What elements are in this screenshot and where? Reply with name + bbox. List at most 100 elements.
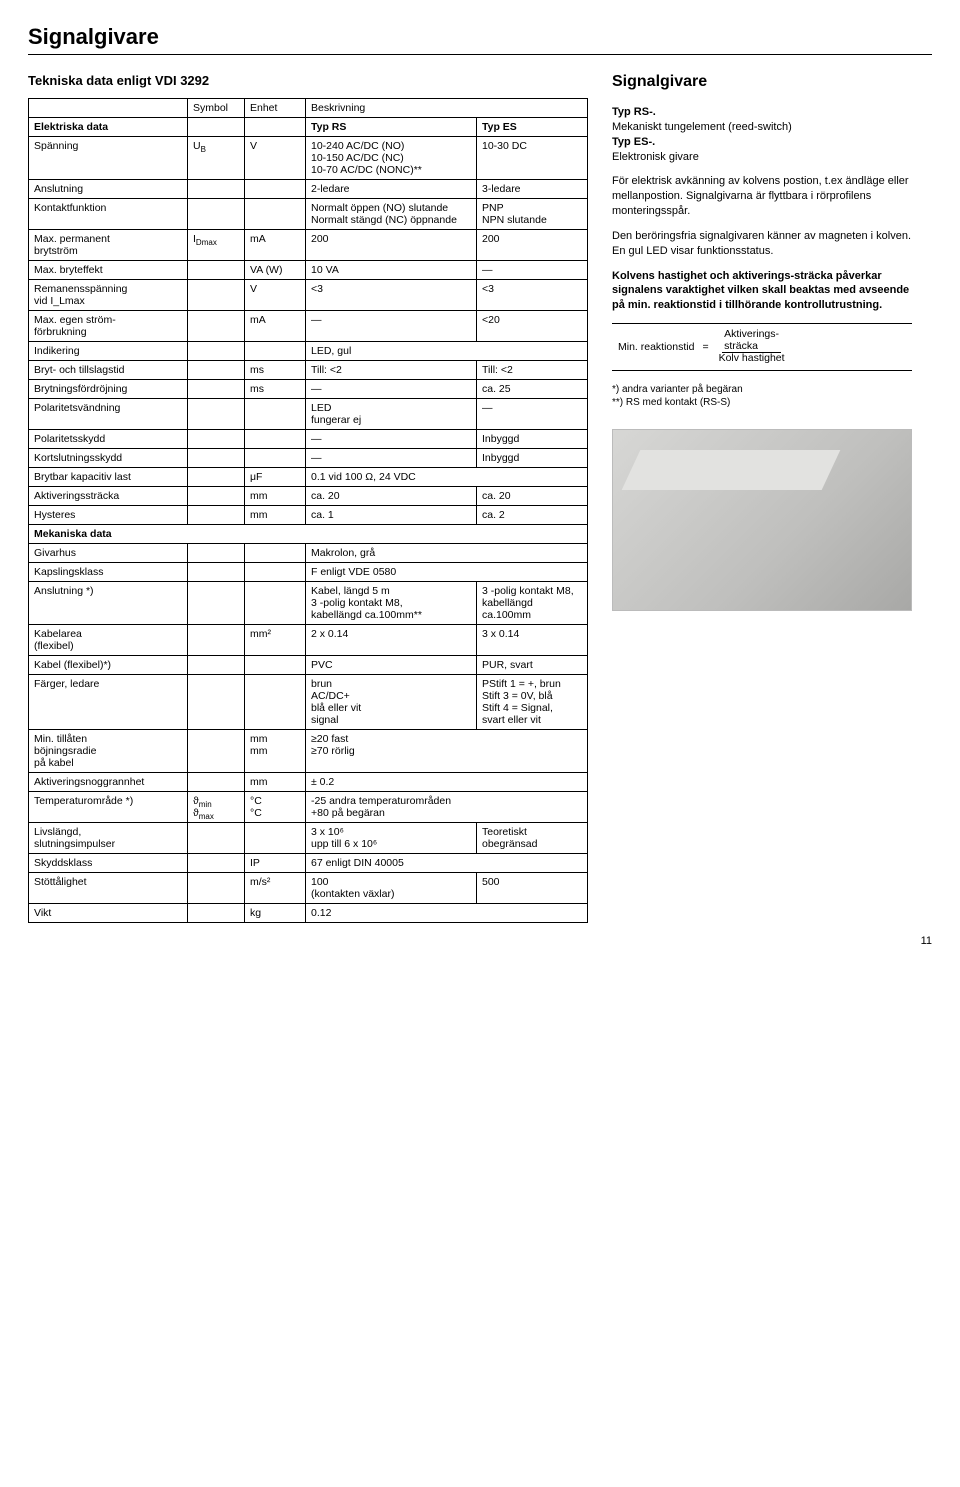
table-row: Färger, ledare brunAC/DC+blå eller vitsig… xyxy=(29,675,588,730)
table-row: Hysteresmmca. 1ca. 2 xyxy=(29,506,588,525)
typ-es-label: Typ ES-. xyxy=(612,136,655,148)
col-typ-rs: Typ RS xyxy=(306,118,477,137)
cell-value-b: Inbyggd xyxy=(477,430,588,449)
cell-unit: ms xyxy=(245,361,306,380)
head-symbol: Symbol xyxy=(188,99,245,118)
cell-unit: VA (W) xyxy=(245,261,306,280)
cell-label: Färger, ledare xyxy=(29,675,188,730)
cell-label: Skyddsklass xyxy=(29,854,188,873)
cell-value: 0.12 xyxy=(306,904,588,923)
cell-label: Polaritetsvändning xyxy=(29,399,188,430)
formula-equals: = xyxy=(702,341,708,353)
spec-table: Symbol Enhet Beskrivning Elektriska data… xyxy=(28,98,588,923)
cell-value-a: 3 x 10⁶upp till 6 x 10⁶ xyxy=(306,823,477,854)
cell-symbol xyxy=(188,563,245,582)
cell-unit: ms xyxy=(245,380,306,399)
cell-symbol xyxy=(188,380,245,399)
cell-symbol xyxy=(188,361,245,380)
table-row: Min. tillåtenböjningsradiepå kabelmmmm≥2… xyxy=(29,730,588,773)
cell-unit: kg xyxy=(245,904,306,923)
cell-value-a: brunAC/DC+blå eller vitsignal xyxy=(306,675,477,730)
footnote: *) andra varianter på begäran**) RS med … xyxy=(612,383,912,409)
cell-unit: °C°C xyxy=(245,792,306,823)
table-row: IndikeringLED, gul xyxy=(29,342,588,361)
side-para-detection: För elektrisk avkänning av kolvens posti… xyxy=(612,174,912,219)
cell-unit: mm xyxy=(245,487,306,506)
table-row: Viktkg0.12 xyxy=(29,904,588,923)
cell-label: Max. egen ström-förbrukning xyxy=(29,311,188,342)
cell-symbol xyxy=(188,342,245,361)
cell-symbol: ϑminϑmax xyxy=(188,792,245,823)
table-row: Aktiveringssträckammca. 20ca. 20 xyxy=(29,487,588,506)
cell-label: Aktiveringssträcka xyxy=(29,487,188,506)
cell-unit: mA xyxy=(245,230,306,261)
table-row: SpänningUBV10-240 AC/DC (NO)10-150 AC/DC… xyxy=(29,137,588,180)
cell-label: Livslängd,slutningsimpulser xyxy=(29,823,188,854)
table-row: Polaritetsskydd—Inbyggd xyxy=(29,430,588,449)
cell-value-b: Till: <2 xyxy=(477,361,588,380)
formula-fraction: Aktiverings-sträcka Kolv hastighet xyxy=(717,329,787,365)
cell-value-b: Inbyggd xyxy=(477,449,588,468)
title-rule xyxy=(28,54,932,55)
table-row: Kabelarea(flexibel)mm²2 x 0.143 x 0.14 xyxy=(29,625,588,656)
cell-value-b: — xyxy=(477,399,588,430)
cell-unit: V xyxy=(245,280,306,311)
cell-value-b: ca. 20 xyxy=(477,487,588,506)
cell-value-a: PVC xyxy=(306,656,477,675)
cell-unit: IP xyxy=(245,854,306,873)
cell-unit xyxy=(245,449,306,468)
cell-unit xyxy=(245,342,306,361)
cell-symbol xyxy=(188,675,245,730)
cell-unit xyxy=(245,656,306,675)
cell-symbol xyxy=(188,823,245,854)
cell-unit: m/s² xyxy=(245,873,306,904)
side-para-speed: Kolvens hastighet och aktiverings-sträck… xyxy=(612,269,912,314)
cell-value-a: 200 xyxy=(306,230,477,261)
cell-value-b: PNPNPN slutande xyxy=(477,199,588,230)
cell-symbol xyxy=(188,449,245,468)
cell-unit xyxy=(245,582,306,625)
cell-symbol xyxy=(188,261,245,280)
cell-value-b: 3-ledare xyxy=(477,180,588,199)
cell-label: Brytbar kapacitiv last xyxy=(29,468,188,487)
typ-rs-desc: Mekaniskt tungelement (reed-switch) xyxy=(612,121,792,133)
formula-label: Min. reaktionstid xyxy=(618,341,694,353)
table-row: GivarhusMakrolon, grå xyxy=(29,544,588,563)
spec-head-row: Symbol Enhet Beskrivning xyxy=(29,99,588,118)
cell-symbol xyxy=(188,180,245,199)
cell-symbol: UB xyxy=(188,137,245,180)
table-row: Bryt- och tillslagstidmsTill: <2Till: <2 xyxy=(29,361,588,380)
cell-value-a: <3 xyxy=(306,280,477,311)
cell-symbol xyxy=(188,199,245,230)
cell-label: Aktiveringsnoggrannhet xyxy=(29,773,188,792)
table-row: KontaktfunktionNormalt öppen (NO) slutan… xyxy=(29,199,588,230)
cell-value-a: — xyxy=(306,449,477,468)
right-column: Signalgivare Typ RS-. Mekaniskt tungelem… xyxy=(612,73,912,923)
typ-es-desc: Elektronisk givare xyxy=(612,151,699,163)
cell-value-b: 500 xyxy=(477,873,588,904)
cell-value-a: — xyxy=(306,380,477,399)
cell-label: Remanensspänningvid I_Lmax xyxy=(29,280,188,311)
table-row: SkyddsklassIP67 enligt DIN 40005 xyxy=(29,854,588,873)
table-row: Anslutning *)Kabel, längd 5 m3 -polig ko… xyxy=(29,582,588,625)
table-row: KapslingsklassF enligt VDE 0580 xyxy=(29,563,588,582)
cell-value-b: 3 x 0.14 xyxy=(477,625,588,656)
cell-unit: mA xyxy=(245,311,306,342)
cell-label: Kabelarea(flexibel) xyxy=(29,625,188,656)
page-number: 11 xyxy=(28,935,932,947)
mekaniska-header: Mekaniska data xyxy=(29,525,588,544)
cell-value: Makrolon, grå xyxy=(306,544,588,563)
cell-unit xyxy=(245,399,306,430)
cell-unit xyxy=(245,544,306,563)
cell-value: -25 andra temperaturområden+80 på begära… xyxy=(306,792,588,823)
cell-value: LED, gul xyxy=(306,342,588,361)
cell-symbol xyxy=(188,468,245,487)
cell-unit xyxy=(245,430,306,449)
side-para-magnet: Den beröringsfria signalgivaren känner a… xyxy=(612,229,912,259)
cell-value-a: — xyxy=(306,311,477,342)
cell-symbol xyxy=(188,280,245,311)
table-row: Livslängd,slutningsimpulser 3 x 10⁶upp ti… xyxy=(29,823,588,854)
cell-unit: V xyxy=(245,137,306,180)
table-row: Max. bryteffektVA (W)10 VA— xyxy=(29,261,588,280)
formula-box: Min. reaktionstid = Aktiverings-sträcka … xyxy=(612,323,912,371)
